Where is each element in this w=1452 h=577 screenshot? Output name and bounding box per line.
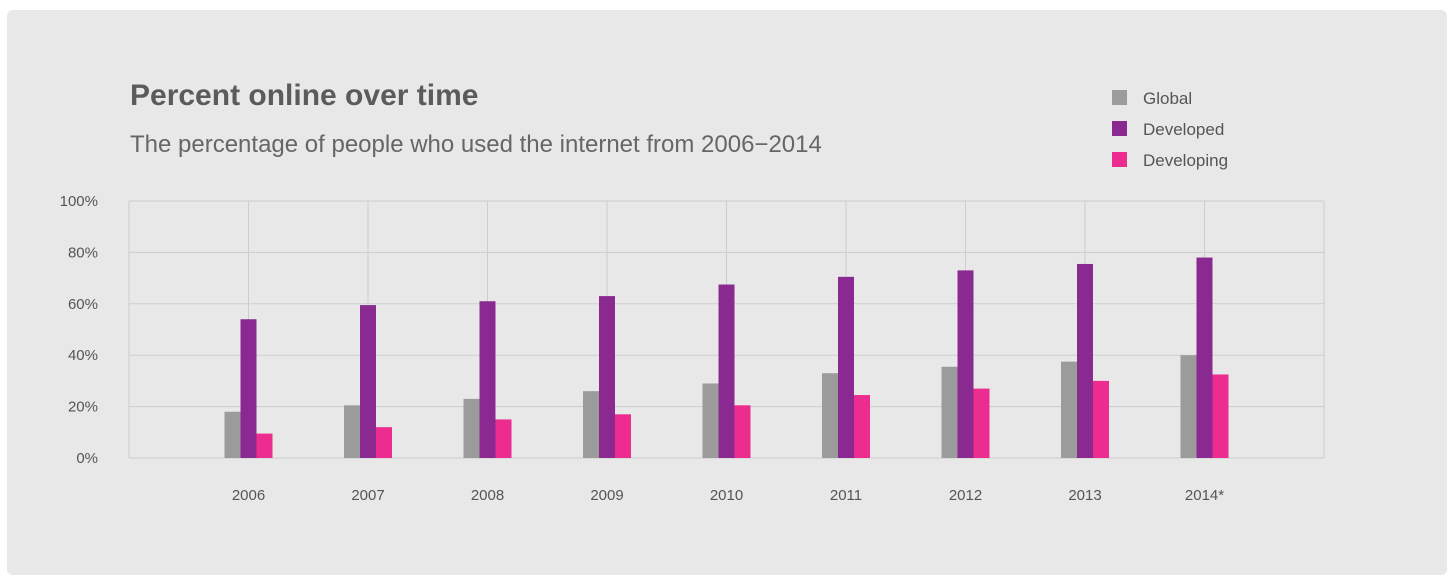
legend-swatch-developed bbox=[1112, 121, 1127, 136]
legend-swatch-developing bbox=[1112, 152, 1127, 167]
bar-global-2009 bbox=[583, 391, 599, 458]
bar-developed-2013 bbox=[1077, 263, 1093, 458]
y-tick-label: 40% bbox=[68, 347, 98, 364]
bar-developed-2006 bbox=[240, 319, 257, 458]
legend: Global Developed Developing bbox=[1112, 89, 1228, 170]
legend-label-developed: Developed bbox=[1143, 120, 1224, 139]
y-axis: 0% 20% 40% 60% 80% 100% bbox=[60, 193, 98, 467]
bar-developed-2014 bbox=[1196, 257, 1213, 458]
bar-global-2006 bbox=[224, 411, 241, 458]
bar-developing-2011 bbox=[854, 395, 870, 458]
chart-subtitle: The percentage of people who used the in… bbox=[130, 131, 822, 158]
bar-global-2008 bbox=[463, 398, 480, 458]
bar-global-2011 bbox=[822, 373, 838, 458]
chart-title: Percent online over time bbox=[130, 79, 478, 112]
x-tick-label: 2011 bbox=[830, 487, 862, 504]
x-tick-label: 2012 bbox=[949, 487, 982, 504]
x-axis: 2006 2007 2008 2009 2010 2011 2012 2013 2014* bbox=[232, 487, 1224, 504]
x-tick-label: 2010 bbox=[710, 487, 743, 504]
bar-developed-2011 bbox=[838, 276, 854, 458]
x-tick-label: 2006 bbox=[232, 487, 265, 504]
bar-global-2013 bbox=[1061, 361, 1077, 458]
bar-developed-2009 bbox=[599, 296, 615, 458]
y-tick-label: 60% bbox=[68, 296, 98, 313]
bar-developing-2009 bbox=[615, 414, 631, 458]
y-tick-label: 80% bbox=[68, 244, 98, 261]
bar-developed-2008 bbox=[479, 301, 496, 458]
legend-swatch-global bbox=[1112, 90, 1127, 105]
bar-global-2007 bbox=[344, 405, 360, 458]
bar-developing-2014 bbox=[1212, 374, 1229, 458]
bar-developed-2010 bbox=[718, 284, 735, 458]
x-tick-label: 2013 bbox=[1068, 487, 1101, 504]
legend-label-developing: Developing bbox=[1143, 151, 1228, 170]
bar-developing-2012 bbox=[973, 388, 990, 458]
bar-developing-2006 bbox=[256, 433, 273, 458]
bar-developed-2012 bbox=[957, 270, 974, 458]
bar-developing-2010 bbox=[734, 405, 751, 458]
bar-global-2010 bbox=[702, 383, 719, 458]
bar-developing-2013 bbox=[1093, 380, 1109, 458]
x-tick-label: 2008 bbox=[471, 487, 504, 504]
bar-developing-2007 bbox=[376, 427, 392, 458]
y-tick-label: 20% bbox=[68, 399, 98, 416]
bar-global-2014 bbox=[1180, 355, 1197, 458]
x-tick-label: 2007 bbox=[351, 487, 384, 504]
bar-global-2012 bbox=[941, 366, 958, 458]
x-tick-label: 2009 bbox=[590, 487, 623, 504]
bar-developed-2007 bbox=[360, 305, 376, 458]
y-tick-label: 0% bbox=[76, 450, 98, 467]
y-tick-label: 100% bbox=[60, 193, 98, 210]
plot-area bbox=[224, 257, 1229, 458]
bar-developing-2008 bbox=[495, 419, 512, 458]
legend-label-global: Global bbox=[1143, 89, 1192, 108]
x-tick-label: 2014* bbox=[1185, 487, 1224, 504]
